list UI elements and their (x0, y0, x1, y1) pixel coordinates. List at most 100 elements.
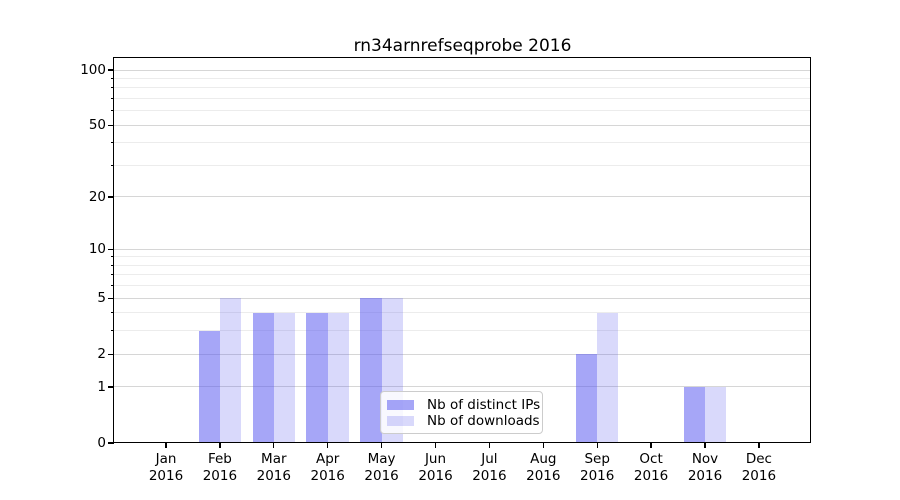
y-tick-label: 50 (88, 117, 106, 134)
x-tick (165, 443, 167, 448)
y-tick (108, 124, 114, 126)
x-tick (596, 443, 598, 448)
x-tick-month: May (367, 451, 396, 467)
minor-gridline (114, 164, 811, 166)
y-minor-tick (110, 312, 114, 314)
x-tick (542, 443, 544, 448)
legend-row: Nb of distinct IPs (387, 397, 540, 413)
x-tick-month: Sep (584, 451, 610, 467)
x-tick-label: Feb 2016 (192, 451, 248, 484)
y-minor-tick (110, 256, 114, 258)
bar-apr-distinct-ips (306, 312, 328, 443)
y-tick (108, 248, 114, 250)
x-tick-year: 2016 (526, 467, 561, 484)
x-tick (704, 443, 706, 448)
legend-label: Nb of downloads (427, 413, 540, 429)
bar-apr-downloads (327, 312, 349, 443)
minor-gridline (114, 274, 811, 276)
x-tick (273, 443, 275, 448)
y-tick (108, 196, 114, 198)
x-tick-label: May 2016 (354, 451, 410, 484)
bar-nov-distinct-ips (683, 386, 705, 443)
y-minor-tick (110, 142, 114, 144)
x-tick-label: Oct 2016 (623, 451, 679, 484)
legend-row: Nb of downloads (387, 413, 540, 429)
minor-gridline (114, 256, 811, 258)
x-tick (434, 443, 437, 448)
x-tick-label: Apr 2016 (300, 451, 356, 484)
x-tick-year: 2016 (148, 467, 184, 484)
y-minor-tick (110, 97, 114, 99)
y-minor-tick (110, 285, 114, 287)
legend: Nb of distinct IPs Nb of downloads (380, 391, 543, 434)
minor-gridline (114, 312, 811, 314)
bar-may-distinct-ips (360, 298, 382, 443)
major-gridline (114, 248, 811, 250)
y-minor-tick (110, 274, 114, 276)
y-minor-tick (110, 77, 114, 79)
x-tick-month: Aug (530, 451, 557, 467)
x-tick-month: Jan (155, 451, 177, 467)
y-minor-tick (110, 264, 114, 266)
bar-sep-distinct-ips (575, 354, 598, 443)
bar-mar-downloads (273, 312, 296, 443)
x-tick-label: Nov 2016 (677, 451, 733, 484)
major-gridline (114, 386, 811, 388)
bar-feb-downloads (219, 298, 242, 443)
minor-gridline (114, 77, 811, 79)
x-tick-month: Mar (261, 451, 287, 467)
x-tick-year: 2016 (256, 467, 291, 484)
minor-gridline (114, 285, 811, 287)
x-tick-label: Jun 2016 (408, 451, 464, 484)
x-tick (488, 443, 491, 448)
x-tick-label: Mar 2016 (246, 451, 302, 484)
y-tick (108, 69, 114, 71)
x-tick-month: Feb (207, 451, 232, 467)
x-tick-label: Dec 2016 (731, 451, 787, 484)
x-tick-year: 2016 (633, 467, 669, 484)
x-tick-month: Jul (481, 451, 498, 467)
x-tick-label: Aug 2016 (515, 451, 571, 484)
bar-nov-downloads (705, 386, 727, 443)
x-tick-month: Jun (424, 451, 447, 467)
major-gridline (114, 124, 811, 126)
x-tick-month: Oct (639, 451, 663, 467)
x-tick (650, 443, 652, 448)
x-tick (327, 443, 329, 448)
x-tick-label: Jul 2016 (461, 451, 517, 484)
legend-swatch-downloads (387, 416, 414, 426)
x-tick-month: Nov (691, 451, 719, 467)
y-minor-tick (110, 110, 114, 112)
minor-gridline (114, 330, 811, 332)
bar-sep-downloads (597, 312, 619, 443)
x-tick-year: 2016 (580, 467, 615, 484)
major-gridline (114, 196, 811, 198)
minor-gridline (114, 110, 811, 112)
minor-gridline (114, 264, 811, 266)
y-tick-label: 0 (97, 435, 106, 451)
legend-swatch-distinct-ips (387, 400, 414, 410)
x-tick-year: 2016 (364, 467, 399, 484)
bar-mar-distinct-ips (252, 312, 274, 443)
x-tick-year: 2016 (687, 467, 723, 484)
bar-feb-distinct-ips (198, 330, 220, 443)
y-tick-label: 2 (97, 346, 106, 363)
minor-gridline (114, 87, 811, 89)
x-tick-month: Dec (745, 451, 772, 467)
chart-title: rn34arnrefseqprobe 2016 (353, 36, 572, 56)
x-tick-label: Jan 2016 (138, 451, 194, 484)
y-tick-label: 1 (97, 378, 106, 395)
x-tick-year: 2016 (741, 467, 777, 484)
minor-gridline (114, 97, 811, 99)
x-tick (758, 443, 760, 448)
y-tick-label: 20 (88, 188, 106, 205)
y-tick (108, 353, 114, 355)
x-tick (380, 443, 383, 448)
minor-gridline (114, 142, 811, 144)
x-tick (219, 443, 221, 448)
x-tick-year: 2016 (472, 467, 507, 484)
y-tick-label: 5 (97, 290, 106, 307)
y-tick (108, 442, 114, 444)
major-gridline (114, 297, 811, 299)
